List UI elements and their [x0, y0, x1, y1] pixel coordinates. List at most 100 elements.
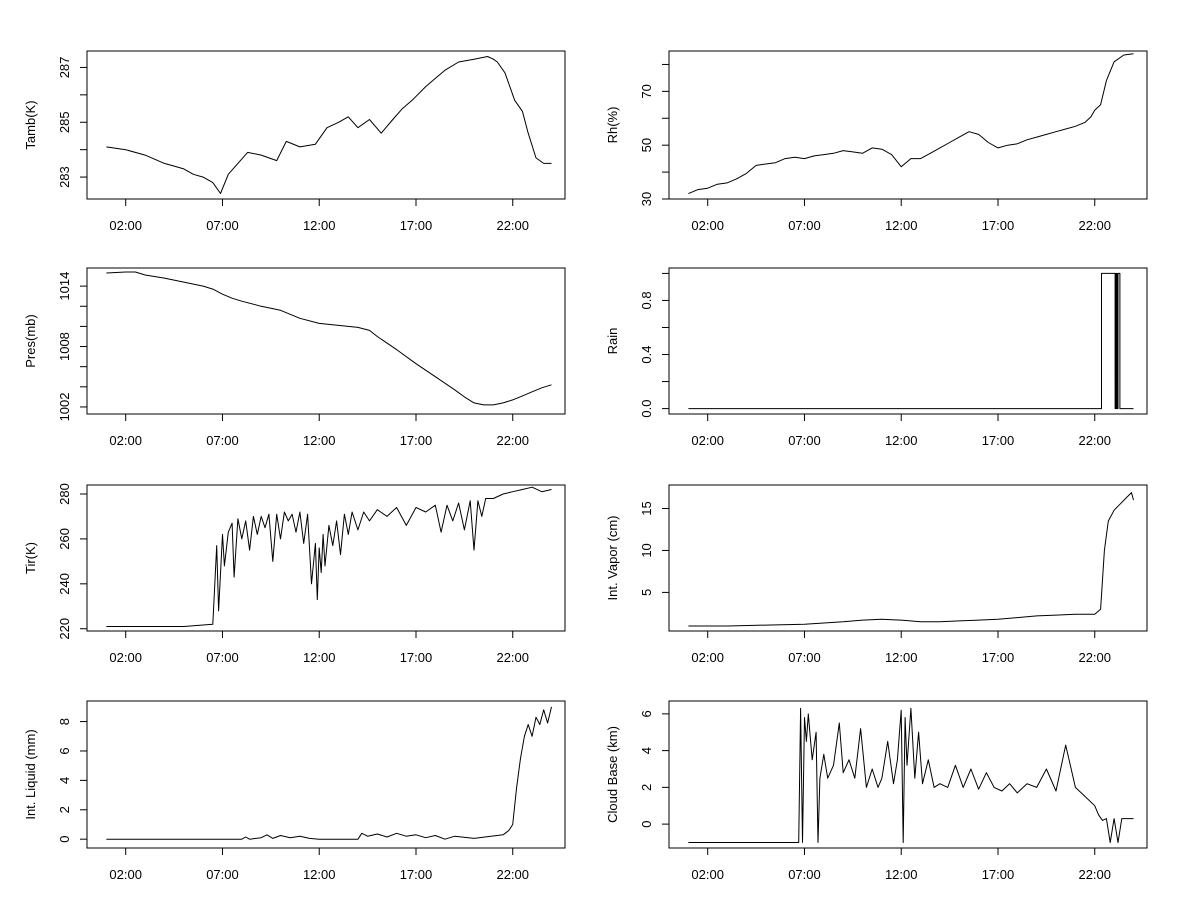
panel-7: 02:00 07:00 12:00 17:00 22:00 0 2 4 6 8 Int. Liqui…	[23, 700, 566, 882]
x-tick-label: 17:00	[982, 650, 1015, 665]
y-tick-label: 0.4	[639, 345, 654, 363]
y-tick-label: 4	[639, 747, 654, 754]
x-tick-label: 12:00	[885, 867, 918, 882]
x-tick-label: 12:00	[303, 433, 336, 448]
x-tick-label: 22:00	[496, 433, 529, 448]
y-tick-label: 0.8	[639, 291, 654, 309]
x-tick-label: 17:00	[982, 218, 1015, 233]
y-tick-label: 1002	[57, 392, 72, 421]
series-line	[688, 272, 1134, 410]
x-tick-label: 02:00	[109, 867, 142, 882]
x-tick-label: 07:00	[206, 867, 239, 882]
x-tick-label: 07:00	[788, 867, 821, 882]
y-tick-label: 1008	[57, 332, 72, 361]
y-axis-label: Rain	[605, 328, 620, 355]
y-tick-label: 10	[639, 543, 654, 557]
x-tick-label: 17:00	[400, 433, 433, 448]
y-tick-label: 5	[639, 589, 654, 596]
plot-frame	[86, 267, 566, 415]
y-tick-label: 6	[57, 747, 72, 754]
x-tick-label: 02:00	[691, 867, 724, 882]
series-line	[106, 706, 552, 840]
panel-6: 02:00 07:00 12:00 17:00 22:00 5 10 15 Int. Vapor…	[605, 484, 1148, 665]
x-tick-label: 02:00	[691, 650, 724, 665]
y-tick-label: 4	[57, 777, 72, 784]
x-tick-label: 07:00	[206, 433, 239, 448]
y-tick-label: 2	[639, 784, 654, 791]
panel-2: 02:00 07:00 12:00 17:00 22:00 30 50 70 Rh(%)	[605, 50, 1148, 233]
series-line	[106, 486, 552, 627]
y-tick-label: 260	[57, 528, 72, 550]
y-axis-label: Int. Vapor (cm)	[605, 515, 620, 600]
x-tick-label: 02:00	[109, 218, 142, 233]
series-line	[106, 271, 552, 406]
x-tick-label: 17:00	[400, 218, 433, 233]
plot-frame	[86, 700, 566, 849]
series-line	[688, 707, 1134, 843]
x-tick-label: 22:00	[1078, 218, 1111, 233]
y-tick-label: 283	[57, 166, 72, 188]
y-tick-label: 0	[57, 836, 72, 843]
y-axis-label: Int. Liquid (mm)	[23, 729, 38, 819]
y-axis-label: Pres(mb)	[23, 314, 38, 367]
y-tick-label: 2	[57, 806, 72, 813]
x-tick-label: 22:00	[1078, 433, 1111, 448]
x-tick-label: 22:00	[1078, 650, 1111, 665]
y-tick-label: 30	[639, 192, 654, 206]
y-tick-label: 8	[57, 718, 72, 725]
y-tick-label: 285	[57, 111, 72, 133]
plot-frame	[86, 50, 566, 200]
x-tick-label: 22:00	[1078, 867, 1111, 882]
series-line	[688, 53, 1134, 195]
y-tick-label: 240	[57, 573, 72, 595]
y-tick-label: 287	[57, 57, 72, 79]
y-axis-label: Tir(K)	[23, 542, 38, 574]
plot-frame	[668, 700, 1148, 849]
y-axis-label: Rh(%)	[605, 107, 620, 144]
x-tick-label: 12:00	[303, 218, 336, 233]
x-tick-label: 22:00	[496, 867, 529, 882]
y-axis-label: Tamb(K)	[23, 100, 38, 149]
x-tick-label: 22:00	[496, 650, 529, 665]
plot-frame	[668, 267, 1148, 415]
panel-5: 02:00 07:00 12:00 17:00 22:00 220 240 260 280 Tir…	[23, 483, 566, 665]
x-tick-label: 02:00	[691, 433, 724, 448]
plot-frame	[86, 484, 566, 632]
y-tick-label: 15	[639, 501, 654, 515]
y-tick-label: 0	[639, 820, 654, 827]
x-tick-label: 02:00	[691, 218, 724, 233]
x-tick-label: 07:00	[788, 650, 821, 665]
x-tick-label: 07:00	[788, 218, 821, 233]
x-tick-label: 07:00	[206, 650, 239, 665]
x-tick-label: 07:00	[206, 218, 239, 233]
x-tick-label: 07:00	[788, 433, 821, 448]
series-line	[106, 56, 552, 194]
x-tick-label: 17:00	[400, 867, 433, 882]
plot-frame	[668, 484, 1148, 632]
plot-frame	[668, 50, 1148, 200]
x-tick-label: 12:00	[885, 650, 918, 665]
x-tick-label: 17:00	[982, 867, 1015, 882]
y-tick-label: 50	[639, 138, 654, 152]
panel-3: 02:00 07:00 12:00 17:00 22:00 1002 1008 1014 Pre…	[23, 267, 566, 448]
x-tick-label: 12:00	[303, 650, 336, 665]
y-tick-label: 280	[57, 483, 72, 505]
x-tick-label: 02:00	[109, 650, 142, 665]
panel-4: 02:00 07:00 12:00 17:00 22:00 0.0 0.4 0.8 Rain	[605, 267, 1148, 448]
y-tick-label: 220	[57, 618, 72, 640]
panel-8: 02:00 07:00 12:00 17:00 22:00 0 2 4 6 Cloud Base …	[605, 700, 1148, 882]
x-tick-label: 22:00	[496, 218, 529, 233]
x-tick-label: 12:00	[303, 867, 336, 882]
x-tick-label: 12:00	[885, 433, 918, 448]
y-tick-label: 6	[639, 710, 654, 717]
panel-1: 02:00 07:00 12:00 17:00 22:00 283 285 287 Tamb(K…	[23, 50, 566, 233]
x-tick-label: 12:00	[885, 218, 918, 233]
x-tick-label: 17:00	[400, 650, 433, 665]
y-tick-label: 0.0	[639, 400, 654, 418]
x-tick-label: 02:00	[109, 433, 142, 448]
series-line	[688, 492, 1134, 627]
y-axis-label: Cloud Base (km)	[605, 726, 620, 823]
x-tick-label: 17:00	[982, 433, 1015, 448]
y-tick-label: 70	[639, 84, 654, 98]
